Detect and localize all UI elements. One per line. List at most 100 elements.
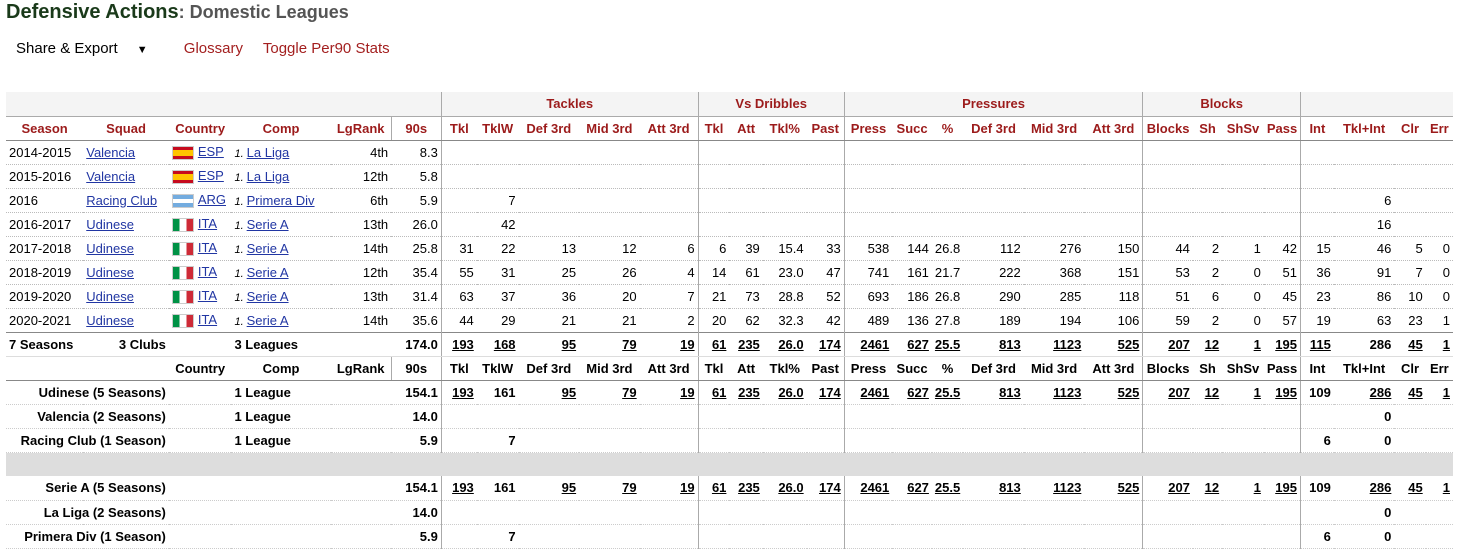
column-header[interactable]: Tkl — [440, 356, 477, 381]
country-link[interactable]: ITA — [197, 288, 218, 304]
column-header[interactable]: Int — [1299, 356, 1334, 381]
share-export-menu[interactable]: Share & Export ▼ — [16, 40, 148, 57]
column-header[interactable]: Att 3rd — [639, 356, 699, 381]
column-header[interactable]: Def 3rd — [518, 356, 580, 381]
stat-cell[interactable]: 525 — [1084, 380, 1143, 405]
column-header[interactable]: Country — [168, 116, 232, 141]
column-header[interactable]: LgRank — [330, 116, 392, 141]
column-header[interactable]: Squad — [83, 116, 169, 141]
column-header[interactable]: Mid 3rd — [1023, 356, 1085, 381]
stat-cell[interactable]: 12 — [1192, 476, 1223, 501]
stat-cell[interactable]: 813 — [963, 476, 1024, 501]
stat-cell[interactable]: 193 — [440, 331, 477, 357]
stat-cell[interactable]: 19 — [639, 331, 699, 357]
column-header[interactable]: 90s — [390, 356, 442, 381]
stat-cell[interactable]: 525 — [1084, 476, 1143, 501]
country-link[interactable]: ITA — [197, 264, 218, 280]
column-header[interactable]: Att — [729, 116, 763, 141]
column-header[interactable]: Succ — [892, 116, 932, 141]
column-header[interactable]: Tkl — [697, 356, 730, 381]
stat-cell[interactable]: 1 — [1425, 476, 1453, 501]
squad-link[interactable]: Udinese — [83, 236, 169, 261]
column-header[interactable]: Tkl+Int — [1333, 356, 1395, 381]
stat-cell[interactable]: 813 — [963, 331, 1024, 357]
stat-cell[interactable]: 19 — [639, 476, 699, 501]
column-header[interactable]: Pass — [1263, 356, 1301, 381]
stat-cell[interactable]: 1 — [1425, 331, 1453, 357]
stat-cell[interactable]: 193 — [440, 380, 477, 405]
column-header[interactable]: Blocks — [1142, 116, 1193, 141]
stat-cell[interactable]: 207 — [1142, 331, 1193, 357]
stat-cell[interactable]: 79 — [579, 331, 640, 357]
stat-cell[interactable]: 627 — [892, 331, 932, 357]
stat-cell[interactable]: 1123 — [1023, 380, 1085, 405]
column-header[interactable]: Tkl — [440, 116, 477, 141]
column-header[interactable]: Pass — [1263, 116, 1301, 141]
stat-cell[interactable]: 95 — [518, 380, 580, 405]
stat-cell[interactable]: 61 — [697, 476, 730, 501]
stat-cell[interactable]: 525 — [1084, 331, 1143, 357]
squad-link[interactable]: Valencia — [83, 140, 169, 165]
comp-link[interactable]: La Liga — [246, 168, 290, 184]
stat-cell[interactable]: 627 — [892, 380, 932, 405]
column-header[interactable]: Press — [843, 356, 893, 381]
stat-cell[interactable]: 26.0 — [762, 476, 807, 501]
column-header[interactable]: Def 3rd — [518, 116, 580, 141]
stat-cell[interactable]: 174 — [806, 380, 845, 405]
column-header[interactable]: TklW — [476, 356, 519, 381]
glossary-link[interactable]: Glossary — [183, 40, 243, 57]
stat-cell[interactable]: 235 — [729, 380, 763, 405]
column-header[interactable]: Int — [1299, 116, 1334, 141]
column-header[interactable]: ShSv — [1222, 356, 1264, 381]
squad-link[interactable]: Udinese — [83, 212, 169, 237]
stat-cell[interactable]: 25.5 — [931, 380, 964, 405]
squad-link[interactable]: Udinese — [83, 284, 169, 309]
column-header[interactable]: 90s — [390, 116, 442, 141]
column-header[interactable]: Def 3rd — [963, 356, 1024, 381]
toggle-per90-link[interactable]: Toggle Per90 Stats — [262, 40, 390, 57]
stat-cell[interactable]: 193 — [440, 476, 477, 501]
column-header[interactable]: Press — [843, 116, 893, 141]
stat-cell[interactable]: 115 — [1299, 331, 1334, 357]
comp-link[interactable]: Primera Div — [246, 192, 315, 208]
country-link[interactable]: ITA — [197, 216, 218, 232]
squad-link[interactable]: Valencia — [83, 164, 169, 189]
column-header[interactable]: TklW — [476, 116, 519, 141]
column-header[interactable]: Def 3rd — [963, 116, 1024, 141]
column-header[interactable]: ShSv — [1222, 116, 1264, 141]
column-header[interactable]: Att 3rd — [1084, 356, 1143, 381]
country-link[interactable]: ARG — [197, 192, 226, 208]
column-header[interactable]: Clr — [1394, 356, 1426, 381]
column-header[interactable]: Tkl% — [762, 116, 807, 141]
stat-cell[interactable]: 195 — [1263, 476, 1301, 501]
stat-cell[interactable]: 26.0 — [762, 331, 807, 357]
column-header[interactable]: Mid 3rd — [579, 356, 640, 381]
stat-cell[interactable]: 235 — [729, 476, 763, 501]
country-link[interactable]: ITA — [197, 240, 218, 256]
comp-link[interactable]: Serie A — [246, 288, 289, 304]
column-header[interactable]: Season — [6, 116, 84, 141]
stat-cell[interactable]: 45 — [1394, 476, 1426, 501]
column-header[interactable]: Mid 3rd — [579, 116, 640, 141]
stat-cell[interactable]: 195 — [1263, 331, 1301, 357]
column-header[interactable]: % — [931, 116, 964, 141]
comp-link[interactable]: Serie A — [246, 216, 289, 232]
stat-cell[interactable]: 95 — [518, 476, 580, 501]
stat-cell[interactable]: 1 — [1222, 331, 1264, 357]
country-link[interactable]: ESP — [197, 168, 224, 184]
stat-cell[interactable]: 195 — [1263, 380, 1301, 405]
stat-cell[interactable]: 61 — [697, 380, 730, 405]
stat-cell[interactable]: 207 — [1142, 380, 1193, 405]
column-header[interactable]: Att — [729, 356, 763, 381]
stat-cell[interactable]: 45 — [1394, 331, 1426, 357]
stat-cell[interactable]: 12 — [1192, 331, 1223, 357]
stat-cell[interactable]: 2461 — [843, 331, 893, 357]
stat-cell[interactable]: 61 — [697, 331, 730, 357]
stat-cell[interactable]: 1123 — [1023, 476, 1085, 501]
column-header[interactable]: Clr — [1394, 116, 1426, 141]
column-header[interactable]: Tkl% — [762, 356, 807, 381]
comp-link[interactable]: Serie A — [246, 240, 289, 256]
stat-cell[interactable]: 25.5 — [931, 476, 964, 501]
stat-cell[interactable]: 286 — [1333, 476, 1395, 501]
stat-cell[interactable]: 79 — [579, 476, 640, 501]
